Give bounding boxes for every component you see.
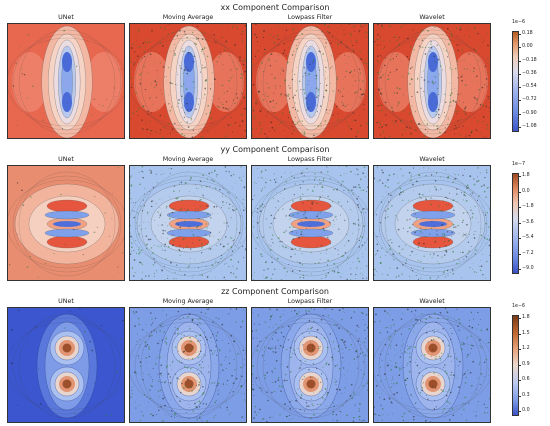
- colorbar-tick-label: 1.8: [519, 173, 530, 178]
- colorbar-tick-label: −1.8: [519, 204, 534, 209]
- panel-title: Wavelet: [419, 156, 445, 163]
- heatmap-panel: [7, 307, 125, 423]
- colorbar-gradient: [512, 315, 519, 416]
- panel-title: UNet: [58, 14, 74, 21]
- heatmap-field: [252, 308, 368, 422]
- colorbar-tick-label: 0.0: [519, 408, 530, 413]
- colorbar-tick-label: −5.4: [519, 235, 534, 240]
- heatmap-field: [252, 166, 368, 280]
- colorbar: 1e−7 1.8 0.0 −1.8 −3.6 −5.4 −7.2 −9.0: [512, 162, 550, 280]
- colorbar-tick-label: 0.0: [519, 188, 530, 194]
- colorbar-tick-label: −0.90: [519, 110, 537, 116]
- colorbar-gradient: [512, 31, 519, 132]
- panel-title: Lowpass Filter: [287, 156, 333, 163]
- component-row: xx Component Comparison UNet Moving Averag…: [0, 0, 550, 142]
- heatmap-field: [130, 308, 246, 422]
- colorbar-exponent: 1e−6: [512, 20, 526, 25]
- panel-title: Lowpass Filter: [287, 14, 333, 21]
- heatmap-field: [252, 24, 368, 138]
- colorbar-tick-label: 0.00: [519, 44, 533, 50]
- colorbar-tick-label: 1.5: [519, 330, 530, 336]
- component-row: yy Component Comparison UNet Moving Averag…: [0, 142, 550, 284]
- colorbar-tick-label: −0.72: [519, 97, 537, 103]
- colorbar: 1e−6 1.8 1.5 1.2 0.9 0.6 0.3 0.0: [512, 304, 550, 422]
- heatmap-panel: [251, 165, 369, 281]
- heatmap-panel: [373, 165, 491, 281]
- panel-title: UNet: [58, 298, 74, 305]
- colorbar-tick-label: −1.08: [519, 124, 537, 129]
- colorbar-tick-label: 0.3: [519, 392, 530, 398]
- panel-title: UNet: [58, 156, 74, 163]
- panel-title: Wavelet: [419, 14, 445, 21]
- colorbar-gradient: [512, 173, 519, 274]
- panel-title: Wavelet: [419, 298, 445, 305]
- heatmap-panel: [373, 307, 491, 423]
- row-title: yy Component Comparison: [220, 145, 330, 154]
- colorbar-tick-label: −3.6: [519, 219, 534, 225]
- heatmap-field: [8, 308, 124, 422]
- colorbar-tick-label: 0.18: [519, 31, 533, 36]
- heatmap-field: [374, 308, 490, 422]
- heatmap-field: [374, 24, 490, 138]
- colorbar-tick-label: 0.9: [519, 361, 530, 367]
- panel-title: Lowpass Filter: [287, 298, 333, 305]
- colorbar: 1e−6 0.18 0.00 −0.18 −0.36 −0.54 −0.72 −0.90 −1.…: [512, 20, 550, 138]
- colorbar-tick-label: −7.2: [519, 250, 534, 256]
- heatmap-field: [374, 166, 490, 280]
- panel-title: Moving Average: [162, 14, 214, 21]
- row-title: zz Component Comparison: [221, 287, 329, 296]
- heatmap-panel: [129, 165, 247, 281]
- colorbar-tick-label: −0.54: [519, 84, 537, 90]
- colorbar-tick-label: −9.0: [519, 266, 534, 271]
- panel-title: Moving Average: [162, 156, 214, 163]
- colorbar-tick-label: 0.6: [519, 377, 530, 382]
- heatmap-panel: [129, 307, 247, 423]
- colorbar-tick-label: −0.36: [519, 70, 537, 76]
- colorbar-tick-label: 1.8: [519, 315, 530, 320]
- heatmap-panel: [251, 307, 369, 423]
- colorbar-tick-label: 1.2: [519, 346, 530, 351]
- heatmap-panel: [251, 23, 369, 139]
- row-title: xx Component Comparison: [220, 3, 330, 12]
- heatmap-panel: [373, 23, 491, 139]
- panel-title: Moving Average: [162, 298, 214, 305]
- heatmap-panel: [129, 23, 247, 139]
- heatmap-field: [8, 24, 124, 138]
- component-row: zz Component Comparison UNet Moving Averag…: [0, 284, 550, 426]
- colorbar-tick-label: −0.18: [519, 57, 537, 63]
- heatmap-field: [130, 166, 246, 280]
- colorbar-exponent: 1e−6: [512, 304, 526, 309]
- heatmap-field: [130, 24, 246, 138]
- heatmap-field: [8, 166, 124, 280]
- heatmap-panel: [7, 165, 125, 281]
- colorbar-exponent: 1e−7: [512, 162, 526, 167]
- heatmap-panel: [7, 23, 125, 139]
